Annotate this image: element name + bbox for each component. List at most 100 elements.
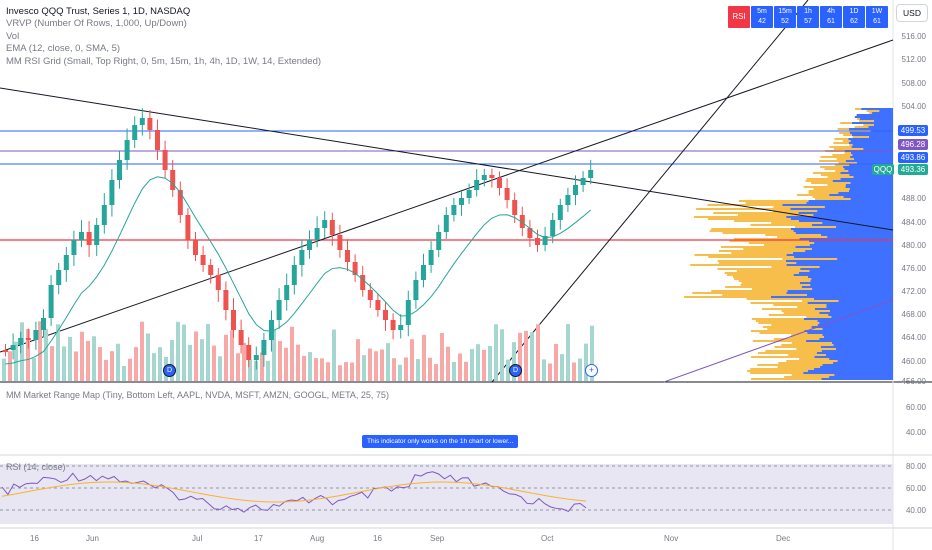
volume-profile-bar — [848, 142, 893, 144]
legend-vol[interactable]: Vol — [6, 30, 20, 42]
ema-line — [5, 176, 592, 365]
legend-vrvp[interactable]: VRVP (Number Of Rows, 1,000, Up/Down) — [6, 18, 187, 30]
volume-profile-bar — [813, 172, 841, 174]
volume-profile-bar — [839, 132, 850, 134]
volume-profile-bar — [807, 332, 893, 334]
candle-body — [535, 238, 540, 245]
candle-body — [208, 265, 214, 275]
dividend-marker[interactable]: D — [163, 364, 176, 377]
candle-body — [299, 250, 305, 265]
volume-profile-bar — [814, 242, 893, 244]
volume-profile-bar — [796, 262, 893, 264]
volume-profile-bar — [872, 112, 893, 114]
volume-bar — [176, 321, 180, 381]
volume-profile-bar — [863, 148, 893, 150]
volume-profile-bar — [850, 140, 893, 142]
volume-profile-bar — [828, 314, 893, 316]
volume-profile-bar — [684, 296, 771, 298]
legend-rsi-grid[interactable]: MM RSI Grid (Small, Top Right, 0, 5m, 15… — [6, 55, 322, 67]
volume-profile-bar — [694, 254, 787, 256]
volume-profile-bar — [820, 346, 893, 348]
volume-bar — [140, 321, 144, 381]
rsi-grid-cell: 5m 42 — [751, 6, 773, 28]
volume-bar — [434, 364, 438, 381]
volume-profile-bar — [832, 180, 893, 182]
trend-line — [0, 39, 894, 353]
volume-profile-bar — [781, 310, 831, 312]
candle-body — [352, 262, 358, 275]
volume-profile-bar — [773, 210, 818, 212]
volume-profile-bar — [802, 300, 839, 302]
volume-profile-bar — [869, 112, 873, 114]
volume-bar — [266, 360, 270, 381]
volume-bar — [68, 337, 72, 381]
volume-bar — [98, 347, 102, 381]
volume-profile-bar — [768, 314, 829, 316]
volume-profile-bar — [849, 188, 893, 190]
volume-bar — [170, 340, 174, 381]
volume-profile-bar — [813, 298, 893, 300]
candle-body — [360, 275, 366, 290]
volume-profile-bar — [771, 266, 820, 268]
candle-body — [25, 338, 31, 340]
volume-profile-bar — [820, 234, 893, 236]
volume-profile-bar — [786, 292, 893, 294]
candle-body — [421, 265, 426, 280]
volume-profile-bar — [750, 356, 815, 358]
volume-profile-bar — [777, 236, 828, 238]
volume-profile-bar — [851, 122, 893, 124]
price-axis-label: 512.00 — [901, 55, 926, 64]
candle-body — [322, 220, 328, 228]
volume-bar — [188, 344, 192, 381]
volume-profile-bar — [813, 214, 893, 216]
volume-profile-bar — [833, 148, 864, 150]
volume-bar — [338, 365, 342, 381]
volume-profile-bar — [852, 144, 893, 146]
volume-profile-bar — [793, 230, 893, 232]
volume-profile-bar — [836, 226, 893, 228]
volume-profile-bar — [690, 264, 787, 266]
candle-body — [436, 232, 442, 250]
volume-profile-bar — [797, 194, 830, 196]
candle-body — [345, 250, 350, 262]
volume-profile-bar — [809, 270, 893, 272]
price-axis-label: 504.00 — [901, 102, 926, 111]
candle-body — [18, 338, 24, 345]
rsi-pane-bg — [0, 464, 893, 524]
volume-profile-bar — [815, 198, 851, 200]
candle-body — [101, 205, 107, 225]
volume-bar — [530, 332, 534, 381]
volume-profile-bar — [832, 154, 853, 156]
volume-profile-bar — [851, 146, 893, 148]
volume-profile-bar — [866, 110, 880, 112]
volume-profile-bar — [786, 254, 893, 256]
volume-profile-bar — [838, 300, 893, 302]
volume-profile-bar — [759, 332, 808, 334]
volume-bar — [470, 349, 474, 381]
dividend-marker[interactable]: D — [509, 364, 522, 377]
volume-profile-bar — [734, 278, 812, 280]
legend-ema[interactable]: EMA (12, close, 0, SMA, 5) — [6, 43, 121, 55]
volume-bar — [500, 329, 504, 381]
volume-bar — [380, 349, 384, 381]
volume-bar — [2, 358, 6, 381]
volume-profile-bar — [721, 246, 796, 248]
currency-button[interactable]: USD — [896, 4, 928, 22]
volume-profile-bar — [805, 180, 833, 182]
volume-profile-bar — [717, 260, 786, 262]
volume-profile-bar — [848, 170, 893, 172]
candle-body — [193, 240, 198, 255]
candle-body — [557, 205, 563, 220]
volume-bar — [254, 360, 258, 381]
price-tag-line: 496.28 — [898, 139, 928, 150]
rsi-pane-title[interactable]: RSI (14, close) — [6, 462, 66, 472]
candle-body — [504, 188, 510, 200]
market-range-pane-title[interactable]: MM Market Range Map (Tiny, Bottom Left, … — [6, 390, 389, 400]
volume-profile-bar — [741, 282, 800, 284]
volume-profile-bar — [819, 266, 893, 268]
volume-profile-bar — [835, 170, 849, 172]
volume-profile-bar — [852, 136, 869, 138]
add-event-plus-icon[interactable]: + — [585, 364, 598, 377]
candle-body — [261, 340, 267, 355]
